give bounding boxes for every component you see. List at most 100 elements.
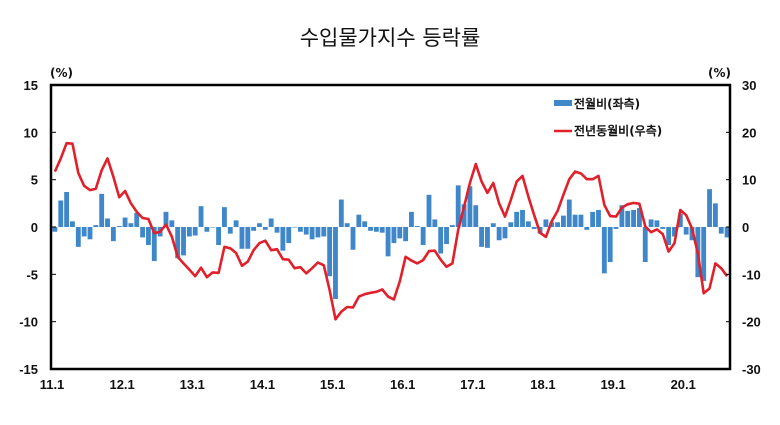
bar-mom-108 [683, 227, 689, 235]
chart-title: 수입물가지수 등락률 [299, 26, 481, 50]
bar-mom-78 [508, 222, 514, 227]
bar-mom-96 [613, 227, 619, 229]
bar-mom-45 [315, 227, 321, 238]
bar-mom-34 [251, 227, 257, 231]
bar-mom-49 [338, 199, 344, 227]
bar-mom-97 [619, 205, 625, 227]
bar-mom-98 [625, 210, 631, 227]
line-yoy [53, 141, 729, 321]
bar-mom-114 [718, 227, 724, 234]
right-tick-label: -10 [742, 267, 761, 282]
x-axis-ticks: 11.1 12.1 13.1 14.1 15.1 16.1 17.1 18.1 19.1 20.1 [40, 377, 696, 392]
bar-mom-52 [356, 214, 362, 227]
bar-mom-90 [578, 214, 584, 227]
bar-mom-60 [403, 227, 409, 242]
bar-mom-37 [268, 218, 274, 227]
bar-mom-88 [566, 199, 572, 227]
bar-mom-69 [455, 185, 461, 227]
left-axis-ticks: 15 10 5 0 -5 -10 -15 [19, 78, 56, 377]
bar-mom-26 [204, 227, 210, 232]
bar-mom-55 [373, 227, 379, 232]
bar-series [52, 185, 730, 299]
right-tick-label: -30 [742, 362, 761, 377]
bar-mom-58 [391, 227, 397, 244]
bar-mom-59 [397, 227, 403, 239]
bar-mom-2 [64, 191, 70, 227]
right-tick-label: -20 [742, 315, 761, 330]
bar-mom-43 [303, 227, 309, 235]
bar-mom-3 [70, 221, 75, 227]
bar-mom-10 [110, 227, 116, 242]
bar-mom-29 [222, 207, 227, 227]
bar-mom-4 [75, 227, 81, 247]
legend-line-label: 전년동월비(우측) [574, 123, 662, 138]
bar-mom-35 [257, 223, 262, 227]
bar-mom-8 [99, 193, 105, 227]
bar-mom-21 [175, 227, 181, 259]
bar-mom-81 [525, 221, 531, 227]
bar-mom-92 [590, 211, 596, 227]
bar-mom-105 [666, 227, 672, 245]
bar-mom-6 [87, 227, 93, 240]
bar-mom-20 [169, 220, 175, 227]
left-tick-label: 15 [24, 78, 38, 93]
bar-mom-17 [151, 227, 157, 262]
bar-mom-80 [520, 209, 525, 227]
legend: 전월비(좌측) 전년동월비(우측) [554, 96, 662, 138]
bar-mom-104 [660, 227, 666, 229]
bar-mom-24 [192, 227, 198, 236]
bar-mom-87 [561, 215, 566, 227]
bar-mom-113 [712, 203, 718, 227]
bar-mom-84 [543, 219, 549, 227]
x-tick-label: 19.1 [600, 377, 625, 392]
bar-mom-32 [239, 227, 245, 249]
bar-mom-62 [414, 226, 420, 227]
left-tick-label: -15 [19, 362, 38, 377]
bar-mom-1 [58, 200, 64, 227]
bar-mom-65 [432, 219, 438, 227]
legend-bar-label: 전월비(좌측) [574, 96, 640, 111]
right-tick-label: 30 [742, 78, 756, 93]
bar-mom-9 [105, 218, 110, 227]
bar-mom-19 [163, 211, 169, 227]
bar-mom-50 [344, 223, 350, 227]
bar-mom-61 [409, 211, 414, 227]
bar-mom-47 [327, 227, 333, 277]
bar-mom-76 [496, 227, 502, 241]
bar-mom-13 [128, 223, 134, 227]
bar-mom-63 [420, 227, 426, 245]
right-tick-label: 20 [742, 125, 756, 140]
bar-mom-7 [93, 225, 99, 227]
bar-mom-22 [181, 227, 186, 256]
bar-mom-82 [531, 227, 537, 229]
bar-mom-15 [140, 227, 146, 238]
bar-mom-28 [216, 227, 221, 245]
bar-mom-38 [274, 227, 280, 233]
bar-mom-72 [473, 205, 479, 227]
bar-mom-56 [379, 227, 385, 233]
bar-mom-115 [724, 227, 730, 238]
bar-mom-36 [262, 227, 268, 230]
bar-mom-0 [52, 227, 58, 232]
bar-mom-77 [502, 227, 508, 239]
bar-mom-75 [490, 223, 496, 227]
bar-mom-44 [309, 227, 315, 240]
bar-mom-102 [648, 219, 654, 227]
bar-mom-107 [677, 213, 683, 227]
bar-mom-12 [122, 217, 128, 227]
bar-mom-112 [707, 189, 712, 227]
bar-mom-40 [286, 227, 292, 244]
x-tick-label: 16.1 [390, 377, 415, 392]
bar-mom-16 [146, 227, 151, 245]
bar-mom-73 [479, 227, 485, 247]
bar-mom-27 [210, 227, 216, 228]
right-tick-label: 0 [742, 220, 749, 235]
bar-mom-95 [607, 227, 613, 263]
bar-mom-86 [555, 222, 560, 227]
bar-mom-23 [186, 227, 192, 237]
bar-mom-30 [227, 227, 233, 234]
left-tick-label: 0 [31, 220, 38, 235]
line-series [53, 141, 729, 321]
left-tick-label: 10 [24, 125, 38, 140]
